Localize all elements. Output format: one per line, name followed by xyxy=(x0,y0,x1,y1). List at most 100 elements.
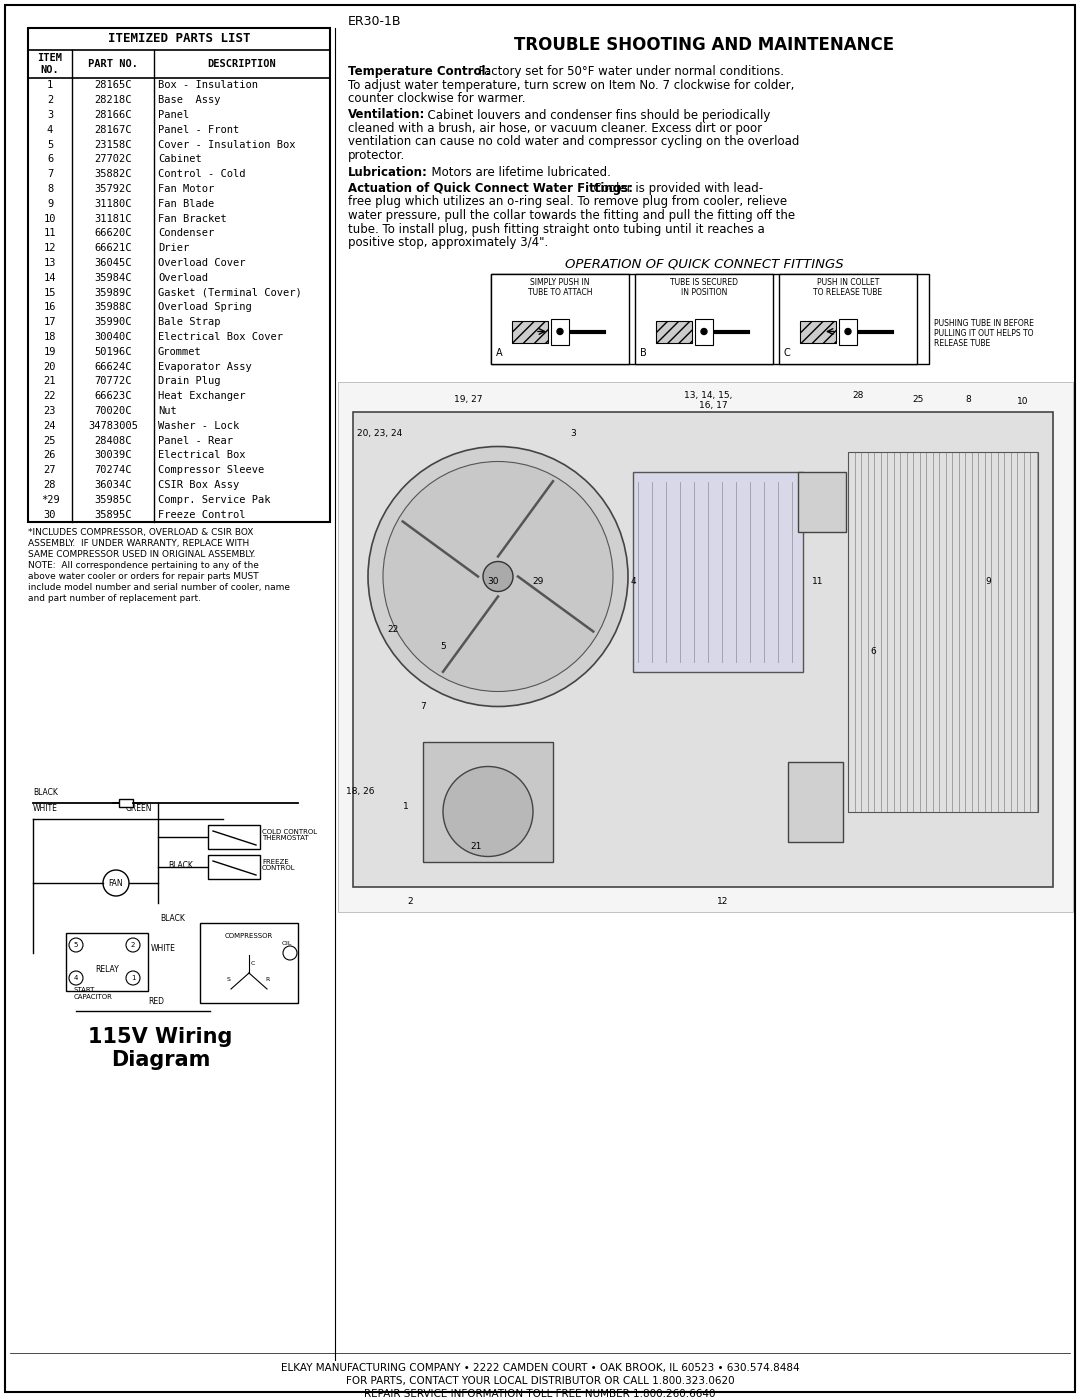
Text: Gasket (Terminal Cover): Gasket (Terminal Cover) xyxy=(158,288,301,298)
Text: 66621C: 66621C xyxy=(94,243,132,253)
Text: 66624C: 66624C xyxy=(94,362,132,372)
Text: protector.: protector. xyxy=(348,149,405,162)
Bar xyxy=(798,472,846,531)
Text: 36045C: 36045C xyxy=(94,258,132,268)
Text: SAME COMPRESSOR USED IN ORIGINAL ASSEMBLY.: SAME COMPRESSOR USED IN ORIGINAL ASSEMBL… xyxy=(28,550,256,559)
Circle shape xyxy=(383,461,613,692)
Text: 11: 11 xyxy=(812,577,824,585)
Circle shape xyxy=(368,447,627,707)
Bar xyxy=(208,855,260,879)
Bar xyxy=(200,923,298,1003)
Text: counter clockwise for warmer.: counter clockwise for warmer. xyxy=(348,92,526,105)
Text: Base  Assy: Base Assy xyxy=(158,95,220,105)
Text: Cabinet: Cabinet xyxy=(158,155,202,165)
Text: DESCRIPTION: DESCRIPTION xyxy=(207,59,276,68)
Text: 1: 1 xyxy=(131,975,135,981)
Text: ELKAY MANUFACTURING COMPANY • 2222 CAMDEN COURT • OAK BROOK, IL 60523 • 630.574.: ELKAY MANUFACTURING COMPANY • 2222 CAMDE… xyxy=(281,1363,799,1373)
Text: 1: 1 xyxy=(46,81,53,91)
Text: Heat Exchanger: Heat Exchanger xyxy=(158,391,245,401)
Bar xyxy=(423,742,553,862)
Text: TROUBLE SHOOTING AND MAINTENANCE: TROUBLE SHOOTING AND MAINTENANCE xyxy=(514,36,894,54)
Text: 35985C: 35985C xyxy=(94,495,132,504)
Text: 8: 8 xyxy=(966,395,971,404)
Text: 22: 22 xyxy=(388,624,399,634)
Text: 2: 2 xyxy=(407,897,413,907)
Text: 19, 27: 19, 27 xyxy=(454,395,483,404)
Text: Ventilation:: Ventilation: xyxy=(348,109,426,122)
Text: 18: 18 xyxy=(44,332,56,342)
Text: Control - Cold: Control - Cold xyxy=(158,169,245,179)
Bar xyxy=(839,319,858,345)
Text: 35984C: 35984C xyxy=(94,272,132,282)
Text: COMPRESSOR: COMPRESSOR xyxy=(225,933,273,939)
Text: 28408C: 28408C xyxy=(94,436,132,446)
Text: C: C xyxy=(784,348,791,358)
Text: 35882C: 35882C xyxy=(94,169,132,179)
Text: 26: 26 xyxy=(44,450,56,461)
Text: 10: 10 xyxy=(44,214,56,224)
Text: 70020C: 70020C xyxy=(94,407,132,416)
Bar xyxy=(66,933,148,990)
Text: 35895C: 35895C xyxy=(94,510,132,520)
Text: SIMPLY PUSH IN
TUBE TO ATTACH: SIMPLY PUSH IN TUBE TO ATTACH xyxy=(528,278,592,298)
Text: 19: 19 xyxy=(44,346,56,356)
Text: RED: RED xyxy=(148,997,164,1006)
Text: 66623C: 66623C xyxy=(94,391,132,401)
Text: RELAY: RELAY xyxy=(95,965,119,975)
Text: Electrical Box Cover: Electrical Box Cover xyxy=(158,332,283,342)
Bar xyxy=(551,319,569,345)
Text: free plug which utilizes an o-ring seal. To remove plug from cooler, relieve: free plug which utilizes an o-ring seal.… xyxy=(348,196,787,208)
Text: Electrical Box: Electrical Box xyxy=(158,450,245,461)
Text: 70274C: 70274C xyxy=(94,465,132,475)
Text: 17: 17 xyxy=(44,317,56,327)
Text: PUSH IN COLLET
TO RELEASE TUBE: PUSH IN COLLET TO RELEASE TUBE xyxy=(813,278,882,298)
Text: S: S xyxy=(227,977,231,982)
Text: 28: 28 xyxy=(852,391,864,400)
Text: 35990C: 35990C xyxy=(94,317,132,327)
Text: 20, 23, 24: 20, 23, 24 xyxy=(357,429,403,439)
Text: 31180C: 31180C xyxy=(94,198,132,208)
Text: Cover - Insulation Box: Cover - Insulation Box xyxy=(158,140,296,149)
Bar xyxy=(696,319,713,345)
Text: WHITE: WHITE xyxy=(33,805,58,813)
Circle shape xyxy=(701,328,707,334)
Text: 8: 8 xyxy=(46,184,53,194)
Text: 14: 14 xyxy=(44,272,56,282)
Bar xyxy=(353,412,1053,887)
Text: FOR PARTS, CONTACT YOUR LOCAL DISTRIBUTOR OR CALL 1.800.323.0620: FOR PARTS, CONTACT YOUR LOCAL DISTRIBUTO… xyxy=(346,1376,734,1386)
Text: Fan Motor: Fan Motor xyxy=(158,184,214,194)
Text: Box - Insulation: Box - Insulation xyxy=(158,81,258,91)
Text: 21: 21 xyxy=(470,842,482,851)
Text: 11: 11 xyxy=(44,228,56,239)
Text: CSIR Box Assy: CSIR Box Assy xyxy=(158,481,240,490)
Text: tube. To install plug, push fitting straight onto tubing until it reaches a: tube. To install plug, push fitting stra… xyxy=(348,222,765,236)
Text: 3: 3 xyxy=(570,429,576,439)
Text: Panel - Rear: Panel - Rear xyxy=(158,436,233,446)
Text: 28167C: 28167C xyxy=(94,124,132,134)
Text: 27: 27 xyxy=(44,465,56,475)
Text: 4: 4 xyxy=(631,577,636,585)
Text: 24: 24 xyxy=(44,420,56,430)
Text: 9: 9 xyxy=(46,198,53,208)
Text: 20: 20 xyxy=(44,362,56,372)
Text: Panel - Front: Panel - Front xyxy=(158,124,240,134)
Text: 27702C: 27702C xyxy=(94,155,132,165)
Bar xyxy=(119,799,133,807)
Text: Overload Cover: Overload Cover xyxy=(158,258,245,268)
Text: 5: 5 xyxy=(73,942,78,949)
Bar xyxy=(633,472,804,672)
Text: WHITE: WHITE xyxy=(151,944,176,953)
Text: FREEZE
CONTROL: FREEZE CONTROL xyxy=(262,859,296,872)
Text: Overload Spring: Overload Spring xyxy=(158,302,252,313)
Bar xyxy=(656,320,692,342)
Text: OIL: OIL xyxy=(282,942,293,946)
Text: 21: 21 xyxy=(44,376,56,387)
Text: ASSEMBLY.  IF UNDER WARRANTY, REPLACE WITH: ASSEMBLY. IF UNDER WARRANTY, REPLACE WIT… xyxy=(28,539,249,548)
Bar xyxy=(848,451,1038,812)
Text: 35988C: 35988C xyxy=(94,302,132,313)
Text: 7: 7 xyxy=(420,703,426,711)
Text: 5: 5 xyxy=(441,643,446,651)
Text: Cabinet louvers and condenser fins should be periodically: Cabinet louvers and condenser fins shoul… xyxy=(420,109,770,122)
Text: 1: 1 xyxy=(403,802,409,812)
Text: Fan Blade: Fan Blade xyxy=(158,198,214,208)
